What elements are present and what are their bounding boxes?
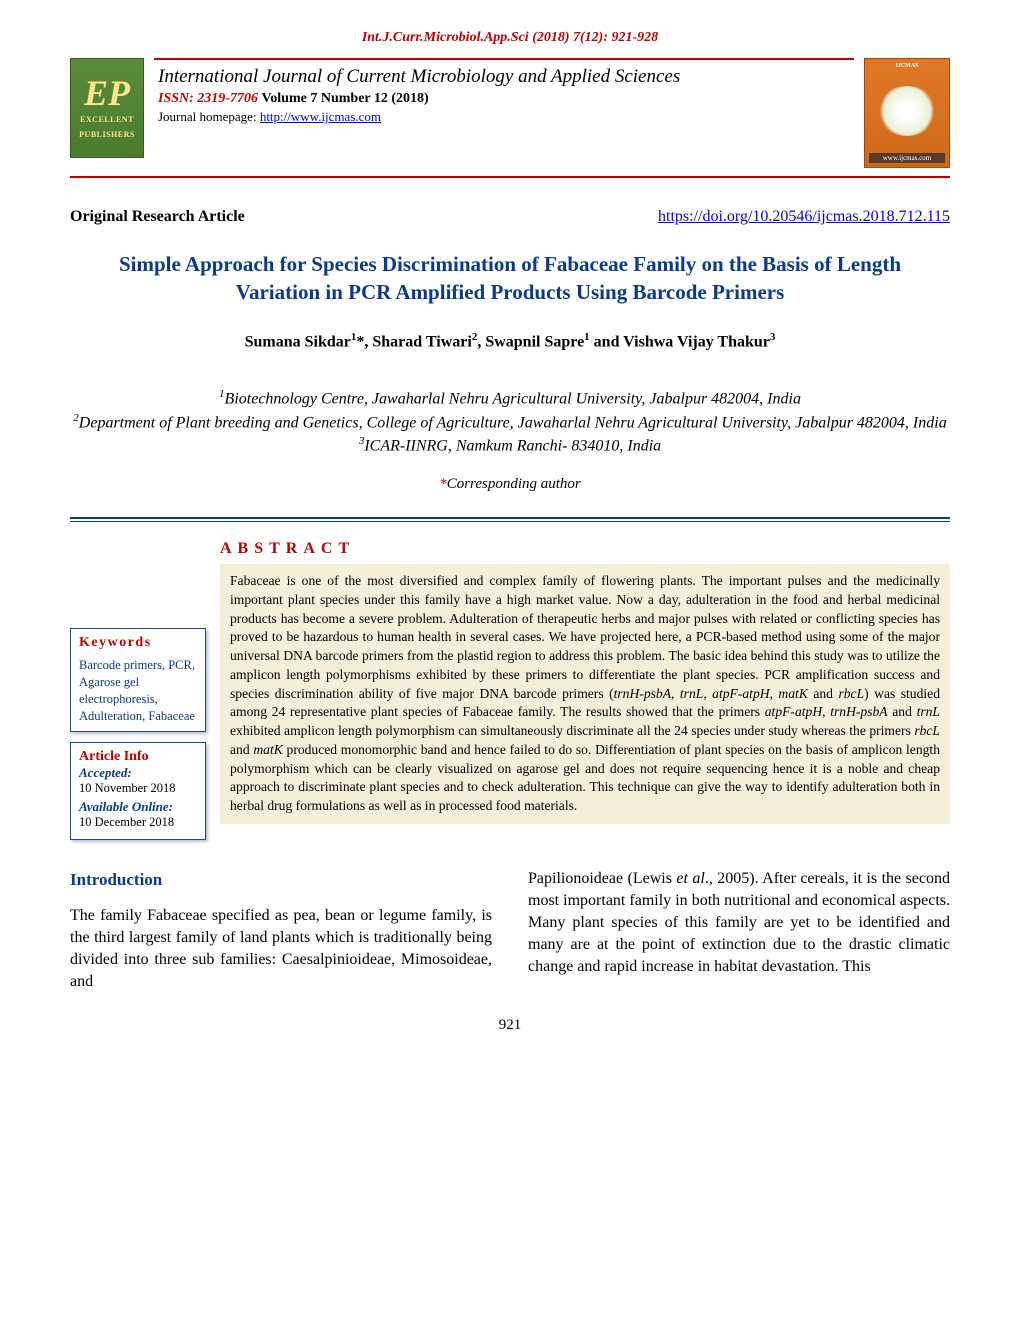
available-label: Available Online:	[79, 799, 197, 815]
accepted-label: Accepted:	[79, 765, 197, 781]
corresponding-text: Corresponding author	[447, 476, 581, 492]
article-title: Simple Approach for Species Discriminati…	[100, 250, 920, 307]
meta-row: Original Research Article https://doi.or…	[70, 208, 950, 226]
homepage-link[interactable]: http://www.ijcmas.com	[260, 109, 381, 124]
publisher-logo-text1: EXCELLENT	[80, 115, 134, 124]
keywords-text: Barcode primers, PCR, Agarose gel electr…	[79, 657, 197, 725]
publisher-logo-text2: PUBLISHERS	[79, 130, 135, 139]
publisher-logo: EP EXCELLENT PUBLISHERS	[70, 58, 144, 158]
homepage-label: Journal homepage:	[158, 109, 260, 124]
accepted-date: 10 November 2018	[79, 781, 197, 796]
affiliations: 1Biotechnology Centre, Jawaharlal Nehru …	[70, 387, 950, 458]
keywords-box: Keywords Barcode primers, PCR, Agarose g…	[70, 628, 206, 732]
publisher-logo-mark: EP	[84, 77, 130, 109]
intro-heading: Introduction	[70, 868, 492, 891]
header-center: International Journal of Current Microbi…	[154, 58, 854, 125]
header-row: EP EXCELLENT PUBLISHERS International Jo…	[70, 58, 950, 168]
abstract-row: Keywords Barcode primers, PCR, Agarose g…	[70, 564, 950, 850]
header-citation: Int.J.Curr.Microbiol.App.Sci (2018) 7(12…	[70, 30, 950, 46]
homepage-line: Journal homepage: http://www.ijcmas.com	[158, 109, 854, 125]
journal-logo-title: IJCMAS	[895, 63, 918, 69]
authors: Sumana Sikdar1*, Sharad Tiwari2, Swapnil…	[70, 331, 950, 351]
issn-label: ISSN: 2319-7706	[158, 91, 258, 106]
intro-col-right: Papilionoideae (Lewis et al., 2005). Aft…	[528, 868, 950, 994]
section-rule	[70, 517, 950, 519]
article-info-box: Article Info Accepted: 10 November 2018 …	[70, 742, 206, 840]
article-info-heading: Article Info	[79, 749, 197, 765]
abstract-body: Fabaceae is one of the most diversified …	[220, 564, 950, 824]
issn-line: ISSN: 2319-7706 Volume 7 Number 12 (2018…	[158, 91, 854, 107]
article-type: Original Research Article	[70, 208, 245, 226]
page-number: 921	[70, 1017, 950, 1034]
corresponding-author: *Corresponding author	[70, 476, 950, 493]
journal-name: International Journal of Current Microbi…	[158, 66, 854, 88]
header-rule	[70, 176, 950, 178]
intro-text-left: The family Fabaceae specified as pea, be…	[70, 905, 492, 993]
journal-logo-image	[877, 86, 937, 136]
journal-logo: IJCMAS www.ijcmas.com	[864, 58, 950, 168]
available-date: 10 December 2018	[79, 815, 197, 830]
corresponding-star: *	[439, 476, 447, 492]
sidebar-boxes: Keywords Barcode primers, PCR, Agarose g…	[70, 628, 206, 850]
intro-col-left: Introduction The family Fabaceae specifi…	[70, 868, 492, 994]
section-rule-thin	[70, 521, 950, 522]
intro-row: Introduction The family Fabaceae specifi…	[70, 868, 950, 994]
doi-link[interactable]: https://doi.org/10.20546/ijcmas.2018.712…	[658, 208, 950, 226]
abstract-heading: ABSTRACT	[220, 540, 950, 558]
keywords-heading: Keywords	[79, 635, 197, 651]
journal-logo-url: www.ijcmas.com	[869, 153, 945, 163]
